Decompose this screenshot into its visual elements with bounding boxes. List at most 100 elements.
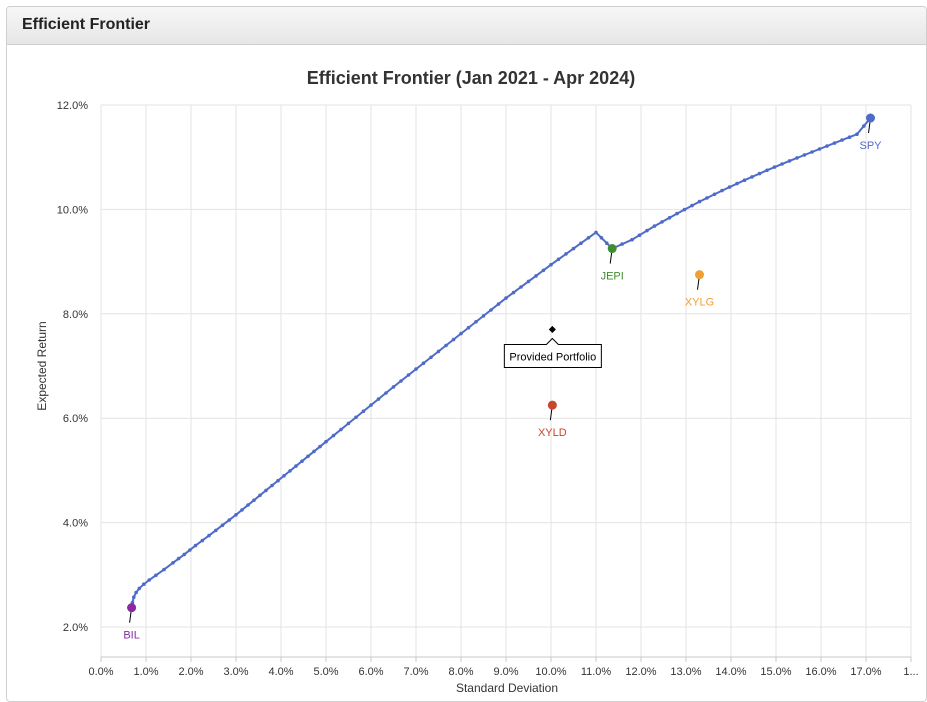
frontier-point xyxy=(519,285,523,289)
frontier-point xyxy=(369,403,373,407)
frontier-point xyxy=(331,433,336,438)
x-tick-label: 8.0% xyxy=(448,666,473,678)
frontier-point xyxy=(436,349,441,354)
frontier-point xyxy=(282,474,286,478)
frontier-point xyxy=(660,220,664,224)
marker xyxy=(607,244,617,254)
frontier-point xyxy=(214,528,218,533)
point-label: BIL xyxy=(123,630,140,642)
point-label: SPY xyxy=(859,140,882,152)
x-tick-label: 13.0% xyxy=(670,666,701,678)
asset-point-spy: SPY xyxy=(859,113,882,152)
panel-title: Efficient Frontier xyxy=(22,16,151,33)
asset-points: SPY JEPI XYLG XYLD BIL xyxy=(123,113,882,642)
frontier-point xyxy=(705,196,709,200)
x-tick-label: 10.0% xyxy=(535,666,566,678)
frontier-point xyxy=(252,498,256,503)
frontier-point xyxy=(182,552,187,557)
x-tick-label: 5.0% xyxy=(313,666,338,678)
frontier-point xyxy=(556,257,561,262)
frontier-point xyxy=(258,493,262,498)
frontier-point xyxy=(220,523,225,527)
x-tick-label: 14.0% xyxy=(715,666,746,678)
efficient-frontier-panel: Efficient Frontier xyxy=(6,6,927,702)
frontier-point xyxy=(276,478,280,483)
frontier-point xyxy=(504,296,508,300)
x-tick-label: 1... xyxy=(903,666,918,678)
frontier-point xyxy=(324,439,328,444)
frontier-point xyxy=(599,236,604,240)
portfolio-callout xyxy=(503,337,602,368)
frontier-point xyxy=(399,379,403,383)
frontier-point xyxy=(466,325,471,330)
frontier-point xyxy=(346,421,351,426)
frontier-point xyxy=(312,449,316,454)
frontier-point xyxy=(421,361,426,366)
frontier-point xyxy=(496,302,501,306)
marker xyxy=(127,603,137,613)
frontier-point xyxy=(795,156,799,160)
y-tick-label: 4.0% xyxy=(63,518,88,530)
frontier-point xyxy=(300,459,304,464)
frontier-point xyxy=(339,427,343,432)
frontier-point xyxy=(474,320,478,324)
frontier-point xyxy=(354,415,358,420)
frontier-point xyxy=(361,409,366,414)
frontier-point xyxy=(586,236,591,240)
frontier-point xyxy=(270,483,274,488)
x-tick-label: 0.0% xyxy=(88,666,113,678)
frontier-point xyxy=(780,162,784,166)
y-axis-label: Expected Return xyxy=(35,321,49,410)
frontier-point xyxy=(288,469,292,473)
x-tick-label: 12.0% xyxy=(625,666,656,678)
frontier-point xyxy=(227,518,232,522)
frontier-point xyxy=(376,397,381,401)
x-tick-label: 11.0% xyxy=(581,666,612,678)
frontier-point xyxy=(637,233,642,237)
marker xyxy=(547,400,557,410)
frontier-point xyxy=(594,230,598,235)
frontier-point xyxy=(132,595,136,599)
frontier-point xyxy=(294,464,298,468)
frontier-point xyxy=(675,211,679,216)
frontier-point xyxy=(735,181,739,186)
marker xyxy=(695,270,704,280)
frontier-line xyxy=(130,117,872,608)
frontier-point xyxy=(571,246,576,251)
frontier-point xyxy=(862,124,866,128)
marker xyxy=(866,113,875,123)
x-tick-label: 6.0% xyxy=(358,666,383,678)
grid xyxy=(100,104,912,658)
y-tick-label: 10.0% xyxy=(57,204,88,216)
frontier-point xyxy=(787,159,792,163)
x-tick-label: 2.0% xyxy=(178,666,203,678)
frontier-point xyxy=(579,241,583,245)
frontier-point xyxy=(605,241,609,245)
frontier-point xyxy=(264,488,268,493)
portfolio-label: Provided Portfolio xyxy=(509,351,596,363)
frontier-point xyxy=(825,144,829,148)
frontier-point xyxy=(757,171,762,176)
provided-portfolio: Provided Portfolio xyxy=(503,325,602,368)
point-label: JEPI xyxy=(601,271,624,283)
asset-point-xylg: XYLG xyxy=(685,270,714,309)
frontier-point xyxy=(817,147,822,151)
frontier-point xyxy=(682,207,687,212)
frontier-point xyxy=(645,228,649,233)
frontier-point xyxy=(630,237,634,242)
frontier-point xyxy=(318,444,322,449)
asset-point-jepi: JEPI xyxy=(601,244,624,283)
x-tick-label: 7.0% xyxy=(403,666,428,678)
frontier-point xyxy=(176,556,181,561)
frontier-point xyxy=(429,355,433,360)
x-axis-ticks: 0.0% 1.0% 2.0% 3.0% 4.0% 5.0% 6.0% 7.0% 8.0% 9.0%… xyxy=(88,657,919,678)
frontier-point xyxy=(810,150,814,154)
frontier-point xyxy=(391,385,396,389)
x-tick-label: 1.0% xyxy=(133,666,158,678)
frontier-point xyxy=(414,367,418,371)
asset-point-bil: BIL xyxy=(123,603,140,642)
x-tick-label: 9.0% xyxy=(493,666,518,678)
chart-title: Efficient Frontier (Jan 2021 - Apr 2024) xyxy=(307,68,635,88)
frontier-point xyxy=(697,199,702,204)
frontier-point xyxy=(137,586,142,591)
